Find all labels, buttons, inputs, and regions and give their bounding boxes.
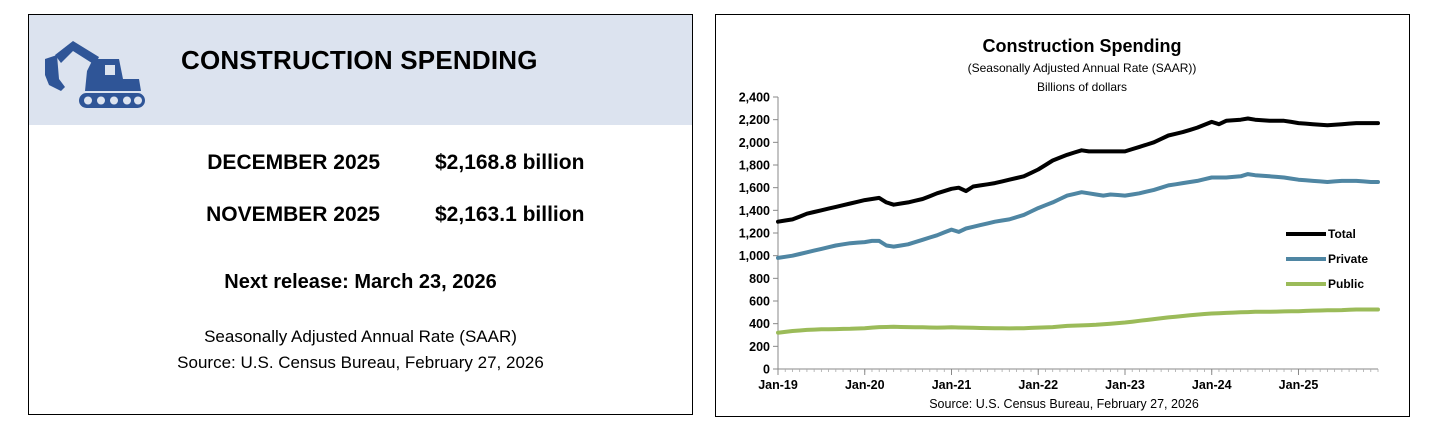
x-tick-label: Jan-20 — [845, 378, 885, 392]
chart-title: Construction Spending — [983, 36, 1182, 56]
saar-note: Seasonally Adjusted Annual Rate (SAAR) — [204, 327, 517, 346]
x-tick-label: Jan-21 — [932, 378, 972, 392]
y-tick-label: 1,400 — [739, 204, 770, 218]
summary-title: CONSTRUCTION SPENDING — [181, 45, 538, 75]
x-tick-label: Jan-22 — [1018, 378, 1058, 392]
y-tick-label: 1,000 — [739, 249, 770, 263]
x-tick-label: Jan-25 — [1279, 378, 1319, 392]
y-tick-label: 800 — [749, 272, 770, 286]
excavator-icon — [45, 41, 145, 108]
y-tick-label: 2,200 — [739, 113, 770, 127]
y-tick-label: 0 — [763, 363, 770, 377]
stat-label: NOVEMBER 2025 — [206, 203, 380, 226]
legend-label-public: Public — [1328, 277, 1364, 291]
y-tick-label: 200 — [749, 340, 770, 354]
line-chart: Construction Spending (Seasonally Adjust… — [739, 36, 1380, 411]
axes: 0 200 400 600 800 1,000 1,200 1,400 1,600 1,800 2,… — [739, 91, 1379, 392]
y-tick-label: 400 — [749, 317, 770, 331]
x-tick-label: Jan-24 — [1192, 378, 1232, 392]
chart-subtitle: (Seasonally Adjusted Annual Rate (SAAR)) — [968, 61, 1197, 75]
series-line-public — [776, 307, 1380, 335]
next-release: Next release: March 23, 2026 — [224, 271, 497, 293]
source-note: Source: U.S. Census Bureau, February 27,… — [177, 353, 544, 372]
y-tick-label: 2,400 — [739, 91, 770, 105]
x-tick-label: Jan-19 — [758, 378, 798, 392]
stat-label: DECEMBER 2025 — [207, 151, 380, 174]
stat-value: $2,168.8 billion — [435, 151, 585, 174]
chart-source: Source: U.S. Census Bureau, February 27,… — [929, 397, 1199, 411]
x-tick-label: Jan-23 — [1105, 378, 1145, 392]
chart-units: Billions of dollars — [1037, 80, 1127, 94]
y-tick-label: 1,600 — [739, 181, 770, 195]
chart-panel: Construction Spending (Seasonally Adjust… — [715, 14, 1410, 417]
legend-label-total: Total — [1328, 227, 1356, 241]
series-line-private — [776, 172, 1380, 260]
y-tick-label: 1,200 — [739, 227, 770, 241]
series-group — [776, 116, 1380, 335]
y-tick-label: 1,800 — [739, 159, 770, 173]
summary-header: CONSTRUCTION SPENDING — [29, 15, 692, 125]
y-tick-label: 2,000 — [739, 136, 770, 150]
series-line-total — [776, 116, 1380, 224]
legend-label-private: Private — [1328, 252, 1368, 266]
summary-panel: CONSTRUCTION SPENDING DECEMBER 2025 $2,1… — [28, 14, 693, 415]
legend: Total Private Public — [1286, 227, 1368, 291]
y-tick-label: 600 — [749, 295, 770, 309]
stat-value: $2,163.1 billion — [435, 203, 585, 226]
